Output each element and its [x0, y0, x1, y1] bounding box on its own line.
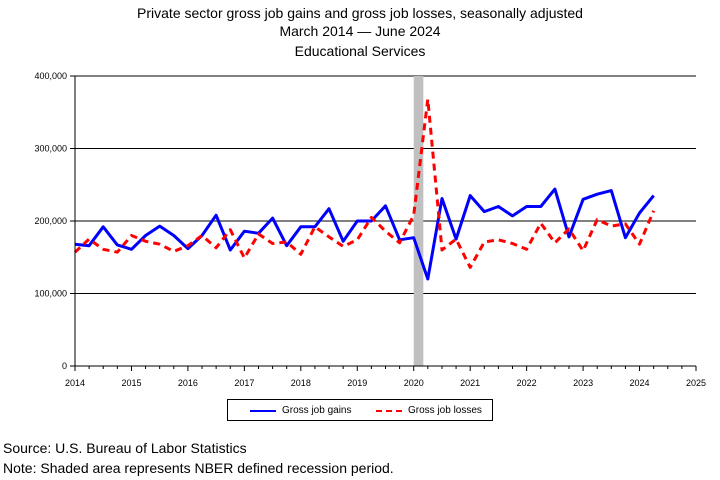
chart-date-range: March 2014 — June 2024: [279, 23, 441, 39]
series-line-losses: [73, 97, 656, 269]
grid-lines: [75, 75, 696, 294]
series-line-gains: [74, 187, 655, 281]
legend-swatch-gains: [250, 409, 276, 412]
legend-label-losses: Gross job losses: [408, 405, 482, 416]
x-tick-label: 2024: [630, 378, 650, 388]
series-lines: [73, 97, 656, 281]
x-tick-label: 2025: [686, 378, 706, 388]
recession-shading: [413, 76, 424, 366]
x-tick-label: 2015: [121, 378, 141, 388]
legend-item-gains: Gross job gains: [250, 405, 351, 416]
line-chart: 0 100,000 200,000 300,000 400,000 2014 2015 201…: [34, 71, 706, 388]
legend-item-losses: Gross job losses: [376, 405, 482, 416]
x-tick-label: 2023: [573, 378, 593, 388]
x-tick-label: 2014: [65, 378, 85, 388]
x-tick-label: 2016: [178, 378, 198, 388]
chart-title: Private sector gross job gains and gross…: [137, 5, 583, 21]
x-tick-label: 2017: [234, 378, 254, 388]
chart-legend: Gross job gains Gross job losses: [227, 399, 493, 421]
x-tick-label: 2021: [460, 378, 480, 388]
chart-industry: Educational Services: [294, 43, 426, 59]
x-tick-label: 2020: [404, 378, 424, 388]
recession-note: Note: Shaded area represents NBER define…: [3, 460, 394, 476]
y-tick-label: 400,000: [34, 71, 67, 81]
legend-label-gains: Gross job gains: [282, 405, 352, 416]
y-tick-label: 300,000: [34, 144, 67, 154]
legend-swatch-losses: [376, 409, 402, 412]
y-tick-label: 200,000: [34, 216, 67, 226]
x-tick-label: 2018: [291, 378, 311, 388]
x-tick-label: 2019: [347, 378, 367, 388]
recession-band: [413, 76, 424, 366]
y-tick-label: 100,000: [34, 289, 67, 299]
axes: 0 100,000 200,000 300,000 400,000 2014 2015 201…: [34, 71, 706, 388]
source-note: Source: U.S. Bureau of Labor Statistics: [3, 440, 247, 456]
x-tick-label: 2022: [517, 378, 537, 388]
y-tick-label: 0: [62, 361, 67, 371]
